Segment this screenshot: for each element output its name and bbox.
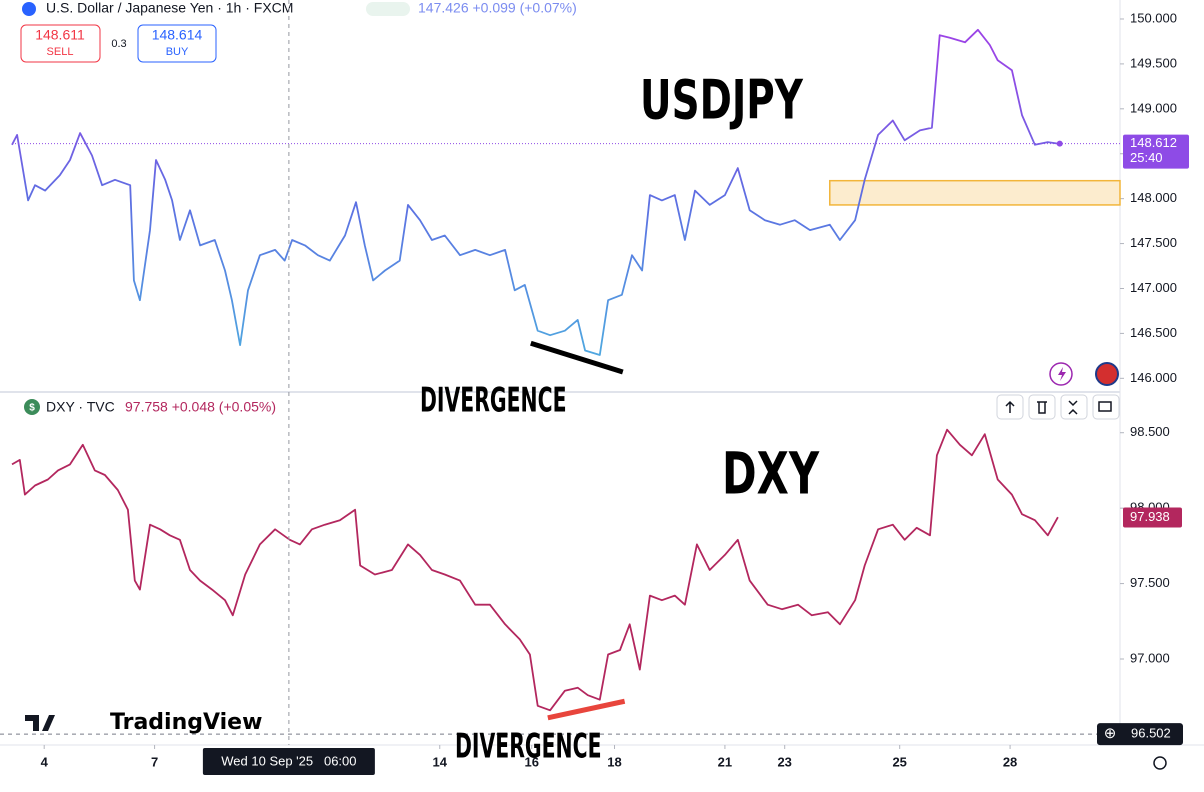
- delete-button[interactable]: [1028, 394, 1056, 420]
- last-price-tag: [1123, 507, 1182, 528]
- last-price-label: 97.938: [1130, 509, 1170, 524]
- y-tick-label: 98.500: [1130, 424, 1170, 439]
- y-tick-label: 146.500: [1130, 325, 1177, 340]
- last-price-label: 148.612: [1130, 135, 1177, 150]
- symbol-title: U.S. Dollar / Japanese Yen · 1h · FXCM: [46, 0, 293, 16]
- crosshair-time-label: Wed 10 Sep '25 06:00: [221, 753, 356, 768]
- symbol-icon-glyph: $: [29, 403, 35, 414]
- y-tick-label: 149.500: [1130, 55, 1177, 70]
- buy-price: 148.614: [152, 27, 203, 43]
- symbol-icon[interactable]: [24, 399, 40, 415]
- collapse-button[interactable]: [1060, 394, 1088, 420]
- last-price-dot: [1056, 140, 1063, 147]
- brand-logo: [25, 715, 55, 731]
- divergence-line: [530, 340, 624, 375]
- buy-button[interactable]: [137, 24, 217, 63]
- y-tick-label: 148.000: [1130, 190, 1177, 205]
- buy-label: BUY: [166, 46, 189, 58]
- x-tick-label: 4: [41, 754, 49, 769]
- sell-button[interactable]: [20, 24, 101, 63]
- price-line: [11, 428, 1059, 712]
- symbol-change: 97.758 +0.048 (+0.05%): [125, 399, 276, 415]
- x-tick-label: 21: [718, 754, 732, 769]
- sell-label: SELL: [47, 46, 74, 58]
- y-tick-label: 150.000: [1130, 10, 1177, 25]
- crosshair-price-label: 96.502: [1131, 726, 1171, 741]
- annotation: DXY: [722, 440, 820, 508]
- spread: 0.3: [111, 38, 126, 50]
- alert-glyph: [1058, 367, 1066, 381]
- x-tick-label: 16: [524, 754, 538, 769]
- x-tick-label: 28: [1003, 754, 1017, 769]
- brand: TradingView: [110, 710, 262, 735]
- y-tick-label: 97.500: [1130, 575, 1170, 590]
- status-pill: [366, 2, 410, 16]
- crosshair-time-tag: [202, 748, 375, 775]
- x-tick-label: 14: [433, 754, 448, 769]
- x-tick-label: 23: [777, 754, 791, 769]
- symbol-icon[interactable]: [22, 2, 36, 16]
- flag-icon[interactable]: [1095, 362, 1119, 386]
- sell-price: 148.611: [35, 27, 85, 43]
- x-tick-label: 7: [151, 754, 158, 769]
- y-tick-label: 147.500: [1130, 235, 1177, 250]
- x-tick-label: 25: [892, 754, 906, 769]
- divergence-line: [547, 698, 626, 721]
- symbol-change: 147.426 +0.099 (+0.07%): [418, 0, 577, 16]
- crosshair-plus: ⊕: [1104, 725, 1117, 742]
- supply-zone: [829, 179, 1121, 206]
- y-tick-label: 97.000: [1130, 650, 1170, 665]
- y-tick-label: 146.000: [1130, 370, 1177, 385]
- symbol-title: DXY · TVC: [46, 399, 115, 415]
- pane-controls: [996, 394, 1120, 420]
- pane-control-glyphs: [1005, 400, 1112, 415]
- annotation: USDJPY: [640, 69, 804, 132]
- countdown: 25:40: [1130, 150, 1163, 165]
- y-tick-label: 147.000: [1130, 280, 1177, 295]
- last-price-tag: [1123, 134, 1189, 169]
- price-line: [11, 28, 1060, 356]
- maximize-button[interactable]: [1092, 394, 1120, 420]
- divergence-label: DIVERGENCE: [420, 380, 567, 420]
- divergence-label: DIVERGENCE: [455, 726, 602, 766]
- y-tick-label: 149.000: [1130, 100, 1177, 115]
- settings-icon[interactable]: [1153, 756, 1167, 770]
- x-tick-label: 18: [607, 754, 621, 769]
- crosshair-price-tag: [1097, 723, 1183, 746]
